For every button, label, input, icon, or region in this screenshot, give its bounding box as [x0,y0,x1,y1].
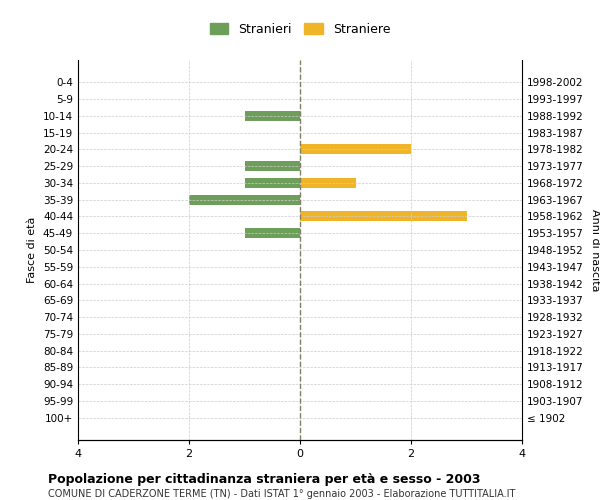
Y-axis label: Fasce di età: Fasce di età [28,217,37,283]
Bar [300,212,467,222]
Bar [300,178,355,188]
Text: Popolazione per cittadinanza straniera per età e sesso - 2003: Popolazione per cittadinanza straniera p… [48,472,481,486]
Bar [245,161,300,171]
Bar [245,228,300,238]
Y-axis label: Anni di nascita: Anni di nascita [590,209,600,291]
Text: COMUNE DI CADERZONE TERME (TN) - Dati ISTAT 1° gennaio 2003 - Elaborazione TUTTI: COMUNE DI CADERZONE TERME (TN) - Dati IS… [48,489,515,499]
Bar [300,144,411,154]
Bar [245,111,300,121]
Legend: Stranieri, Straniere: Stranieri, Straniere [203,17,397,42]
Bar [245,178,300,188]
Bar [189,194,300,204]
